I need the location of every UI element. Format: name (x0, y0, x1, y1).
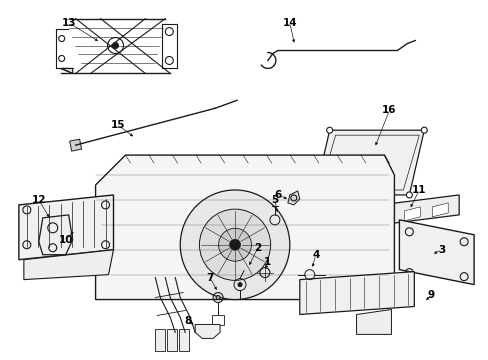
Polygon shape (356, 207, 364, 227)
Polygon shape (404, 207, 420, 221)
Text: 9: 9 (427, 289, 434, 300)
Text: 12: 12 (32, 195, 46, 205)
Text: 2: 2 (254, 243, 261, 253)
Bar (212, 315, 224, 325)
Polygon shape (61, 68, 73, 73)
Text: 11: 11 (411, 185, 426, 195)
Polygon shape (431, 203, 447, 217)
Polygon shape (399, 220, 473, 285)
Circle shape (326, 127, 332, 133)
Text: 15: 15 (111, 120, 125, 130)
Text: 1: 1 (264, 257, 271, 267)
Polygon shape (195, 324, 220, 338)
Polygon shape (287, 191, 299, 205)
Text: 6: 6 (274, 190, 281, 200)
Polygon shape (24, 250, 113, 280)
Text: 5: 5 (271, 195, 278, 205)
Circle shape (180, 190, 289, 300)
Polygon shape (69, 139, 81, 151)
Circle shape (112, 42, 118, 49)
Circle shape (218, 228, 251, 261)
Polygon shape (19, 195, 113, 260)
Circle shape (421, 127, 427, 133)
Text: 13: 13 (61, 18, 76, 28)
Text: 7: 7 (206, 273, 213, 283)
Bar (155, 329, 165, 351)
Polygon shape (299, 272, 413, 315)
Circle shape (238, 283, 242, 287)
Polygon shape (314, 130, 424, 195)
Bar (167, 329, 177, 351)
Circle shape (311, 192, 317, 198)
Text: 8: 8 (184, 316, 191, 327)
Polygon shape (95, 155, 394, 300)
Text: 16: 16 (382, 105, 396, 115)
Text: 10: 10 (59, 235, 73, 245)
Polygon shape (356, 310, 390, 334)
Text: 4: 4 (311, 250, 319, 260)
Bar (179, 329, 189, 351)
Circle shape (216, 296, 220, 300)
Polygon shape (39, 215, 73, 255)
Polygon shape (376, 211, 392, 225)
Circle shape (406, 192, 411, 198)
Circle shape (199, 209, 270, 280)
Polygon shape (364, 195, 458, 227)
Circle shape (229, 239, 240, 250)
Text: 3: 3 (438, 245, 445, 255)
Text: 14: 14 (282, 18, 297, 28)
